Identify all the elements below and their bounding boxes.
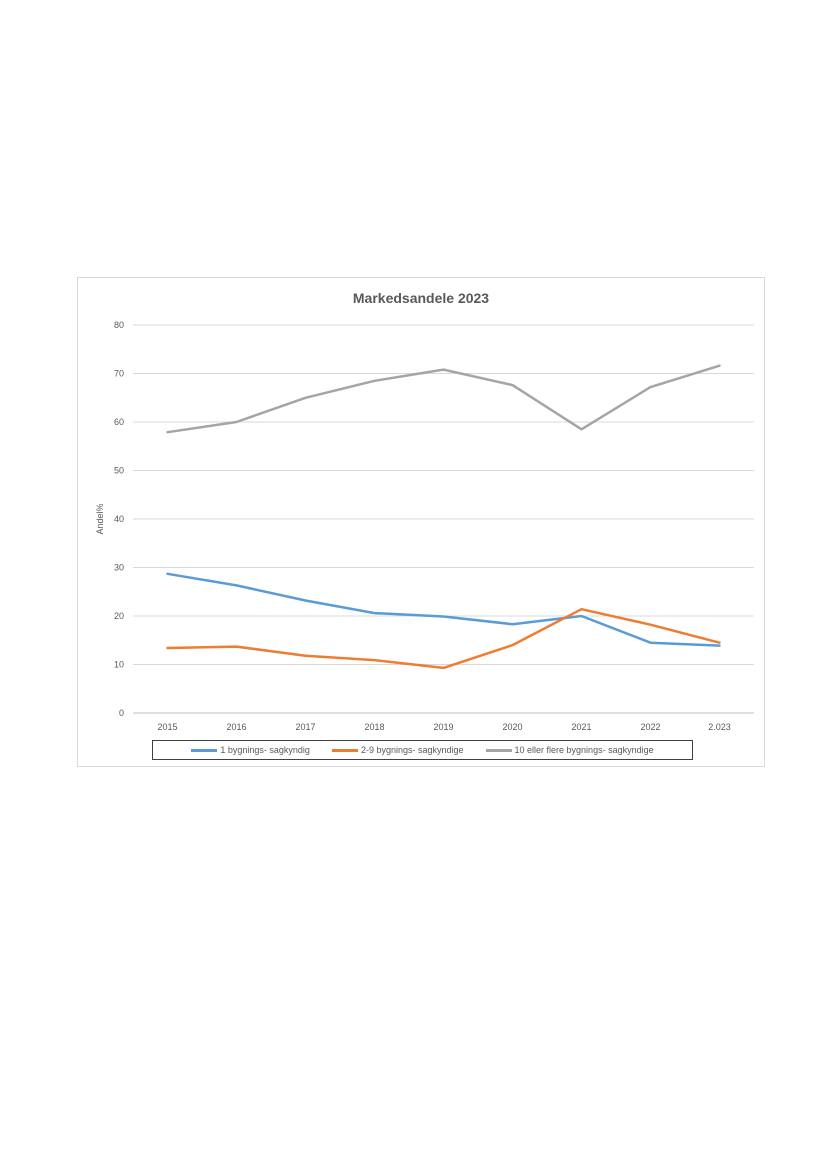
y-tick-label: 40 — [114, 514, 124, 524]
x-tick-label: 2021 — [571, 722, 591, 732]
y-tick-label: 10 — [114, 660, 124, 670]
x-tick-label: 2015 — [157, 722, 177, 732]
y-tick-label: 50 — [114, 466, 124, 476]
series-line-2 — [166, 607, 721, 670]
legend-swatch — [331, 748, 358, 752]
x-tick-label: 2.023 — [708, 722, 731, 732]
x-tick-label: 2016 — [226, 722, 246, 732]
series-line-3 — [166, 364, 721, 434]
legend-label: 2-9 bygnings- sagkyndige — [360, 745, 464, 755]
legend-swatch — [485, 748, 512, 752]
legend-label: 10 eller flere bygnings- sagkyndige — [514, 745, 654, 755]
x-tick-label: 2018 — [364, 722, 384, 732]
legend-swatch — [191, 748, 218, 752]
x-tick-label: 2019 — [433, 722, 453, 732]
legend-item-3: 10 eller flere bygnings- sagkyndige — [485, 745, 654, 755]
y-tick-label: 30 — [114, 563, 124, 573]
y-tick-label: 20 — [114, 611, 124, 621]
legend-item-1: 1 bygnings- sagkyndig — [191, 745, 310, 755]
x-tick-label: 2022 — [640, 722, 660, 732]
x-tick-label: 2020 — [502, 722, 522, 732]
y-tick-label: 70 — [114, 369, 124, 379]
y-axis-label: Andel% — [95, 503, 105, 534]
legend-item-2: 2-9 bygnings- sagkyndige — [331, 745, 464, 755]
legend: 1 bygnings- sagkyndig 2-9 bygnings- sagky… — [152, 740, 693, 760]
plot-area: 0 10 20 30 40 50 60 70 80 2015 2016 2017 2018 2019 202… — [95, 320, 754, 732]
chart-title: Markedsandele 2023 — [352, 290, 490, 306]
chart-frame: Markedsandele 2023 0 10 20 30 40 50 60 70 80 2015… — [77, 277, 765, 767]
x-tick-label: 2017 — [295, 722, 315, 732]
y-tick-label: 60 — [114, 417, 124, 427]
legend-label: 1 bygnings- sagkyndig — [220, 745, 310, 755]
y-tick-label: 80 — [114, 320, 124, 330]
y-tick-label: 0 — [119, 708, 124, 718]
series-line-1 — [166, 572, 721, 647]
